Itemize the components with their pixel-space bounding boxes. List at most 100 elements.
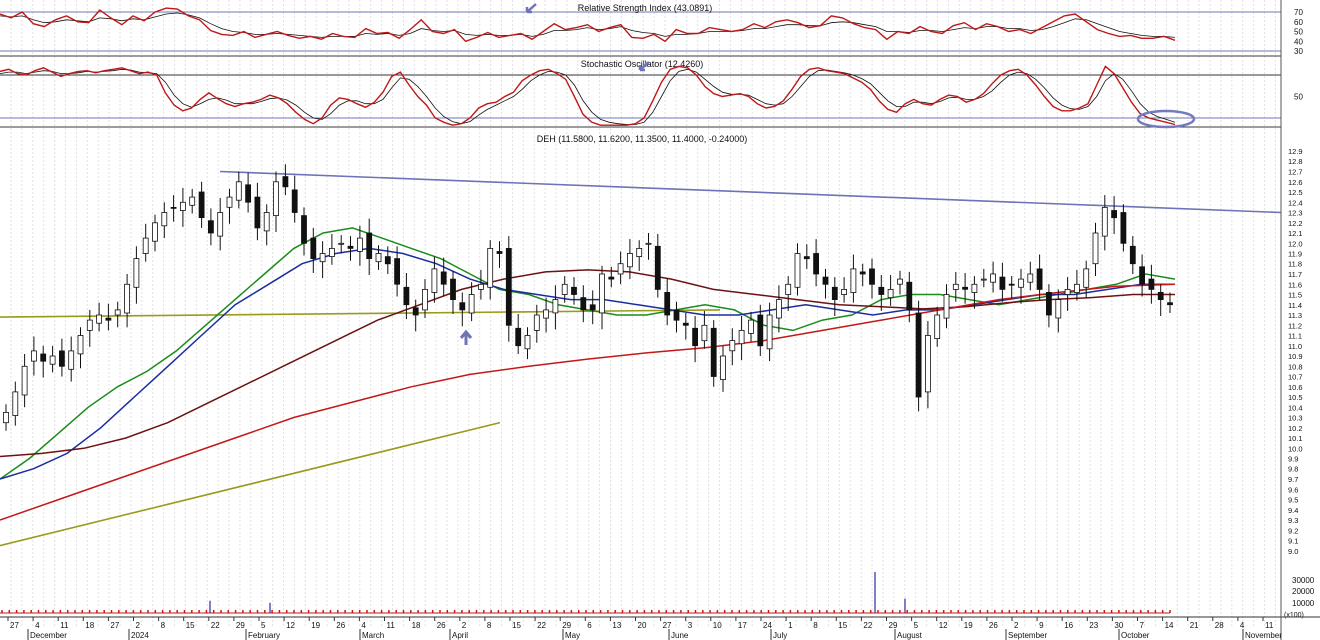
month-label: March [362, 631, 384, 640]
price-tick-label: 10.7 [1288, 373, 1303, 382]
volume-tick-label: 30000 [1292, 576, 1315, 585]
volume-panel: 30000 20000 10000 (x100) [0, 572, 1315, 619]
x-tick-label: 7 [1140, 621, 1145, 630]
candle-body [682, 322, 689, 326]
month-label: June [671, 631, 689, 640]
candle-body [1018, 278, 1024, 288]
x-tick-label: 22 [863, 621, 872, 630]
price-tick-label: 9.1 [1288, 537, 1298, 546]
candle-body [440, 271, 447, 285]
x-tick-label: 19 [311, 621, 320, 630]
candle-body [1101, 206, 1108, 237]
price-tick-label: 11.9 [1288, 250, 1302, 259]
x-tick-label: 29 [562, 621, 571, 630]
x-axis: 27 4 11 18 27 2 8 15 22 29 5 12 19 26 4 11 18 26 2 8 15 22 29 6… [0, 616, 1320, 640]
candle-body [235, 181, 242, 201]
x-tick-label: 15 [512, 621, 521, 630]
candle-body [310, 237, 317, 260]
price-tick-label: 9.5 [1288, 496, 1298, 505]
rsi-tick-label: 50 [1294, 28, 1303, 37]
volume-axis: 30000 20000 10000 [1292, 576, 1315, 608]
candle-body [1036, 268, 1043, 290]
candle-body [319, 253, 326, 263]
candle-body [328, 247, 335, 257]
candle-body [1046, 291, 1052, 316]
price-tick-label: 12.2 [1288, 219, 1303, 228]
x-tick-label: 15 [838, 621, 847, 630]
candle-body [748, 319, 754, 334]
moving-average-line-2 [0, 269, 1175, 458]
stochastic-line-1 [0, 65, 1176, 126]
x-tick-label: 11 [60, 621, 69, 630]
volume-tick-label: 20000 [1292, 587, 1315, 596]
candle-body [962, 286, 968, 290]
rsi-tick-label: 70 [1294, 8, 1303, 17]
candle-body [589, 304, 596, 311]
candle-body [859, 271, 866, 275]
trendline-2 [0, 421, 501, 547]
x-tick-label: 16 [1064, 621, 1073, 630]
price-tick-label: 10.6 [1288, 383, 1303, 392]
price-tick-label: 11.0 [1288, 342, 1302, 351]
candle-body [96, 314, 102, 324]
x-tick-label: 27 [110, 621, 119, 630]
stochastic-title: Stochastic Oscillator (12.4260) [581, 59, 704, 69]
month-label: August [897, 631, 923, 640]
price-tick-label: 10.4 [1288, 403, 1303, 412]
stochastic-line-0 [0, 68, 1176, 125]
candle-body [813, 253, 819, 275]
x-tick-label: 5 [914, 621, 919, 630]
moving-average-lines [0, 227, 1176, 521]
rsi-line-1 [0, 7, 1176, 43]
candle-body [245, 184, 252, 203]
price-tick-label: 11.1 [1288, 332, 1302, 341]
candle-body [68, 350, 75, 370]
candle-body [850, 268, 857, 293]
price-tick-label: 11.7 [1288, 270, 1302, 279]
volume-bars [0, 572, 1171, 614]
candle-body [673, 309, 680, 321]
candle-body [487, 247, 494, 288]
candle-body [40, 353, 47, 362]
candle-body [301, 215, 307, 244]
candle-body [552, 299, 559, 314]
candle-body [217, 212, 224, 237]
candle-body [179, 201, 186, 211]
candle-body [124, 283, 130, 314]
month-label: November [1245, 631, 1282, 640]
x-tick-label: 8 [487, 621, 492, 630]
candle-body [21, 365, 28, 396]
x-tick-label: 15 [186, 621, 195, 630]
candle-body [934, 314, 941, 340]
candle-body [142, 237, 149, 254]
candle-body [338, 242, 345, 245]
arrow-up-icon [459, 329, 473, 345]
price-tick-label: 10.2 [1288, 424, 1303, 433]
x-tick-label: 29 [889, 621, 898, 630]
candle-body [785, 283, 792, 295]
candle-body [729, 340, 736, 352]
candle-body [971, 283, 978, 293]
candle-body [654, 245, 661, 290]
price-tick-label: 10.9 [1288, 352, 1303, 361]
x-tick-label: 24 [763, 621, 772, 630]
candle-body [803, 256, 810, 260]
month-label: May [565, 631, 580, 640]
x-tick-label: 5 [261, 621, 266, 630]
arrow-icon [525, 3, 537, 14]
candle-body [1027, 273, 1034, 283]
price-tick-label: 9.4 [1288, 506, 1298, 515]
x-tick-label: 3 [688, 621, 693, 630]
candle-body [980, 278, 987, 281]
candle-body [794, 253, 801, 288]
candle-body [701, 324, 708, 342]
candle-body [477, 283, 484, 290]
candle-body [561, 283, 568, 295]
price-tick-label: 10.0 [1288, 444, 1303, 453]
candle-body [1092, 232, 1099, 265]
candle-body [524, 335, 531, 350]
price-tick-label: 12.8 [1288, 157, 1303, 166]
x-tick-label: 4 [1240, 621, 1245, 630]
candle-body [1064, 288, 1071, 295]
